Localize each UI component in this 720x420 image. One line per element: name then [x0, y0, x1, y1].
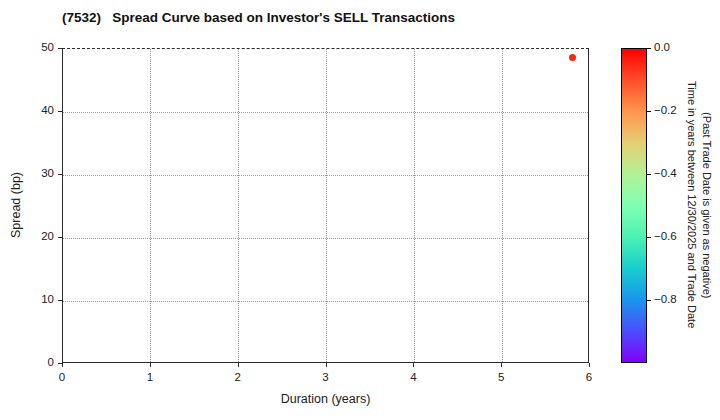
colorbar-tick-label: −0.8: [654, 293, 690, 305]
colorbar-label-line-2: (Past Trade Date is given as negative): [699, 40, 714, 370]
grid-line-vertical: [326, 49, 327, 362]
x-axis-label: Duration (years): [62, 392, 589, 406]
y-axis-tick-mark: [58, 363, 62, 364]
colorbar-label: Time in years between 12/30/2025 and Tra…: [684, 40, 718, 370]
data-point: [569, 54, 576, 61]
y-tick-label: 10: [20, 293, 54, 305]
x-axis-tick-mark: [150, 363, 151, 367]
colorbar-tick-mark: [647, 174, 651, 175]
y-tick-label: 20: [20, 230, 54, 242]
x-axis-tick-mark: [62, 363, 63, 367]
x-tick-label: 3: [314, 371, 338, 383]
colorbar-tick-label: −0.4: [654, 167, 690, 179]
y-axis-tick-mark: [58, 48, 62, 49]
y-tick-label: 30: [20, 167, 54, 179]
x-axis-tick-mark: [326, 363, 327, 367]
x-tick-label: 1: [138, 371, 162, 383]
chart-title: (7532) Spread Curve based on Investor's …: [62, 10, 622, 25]
colorbar: [621, 48, 647, 363]
colorbar-tick-label: −0.2: [654, 104, 690, 116]
grid-line-horizontal: [63, 301, 588, 302]
y-tick-label: 40: [20, 104, 54, 116]
figure: (7532) Spread Curve based on Investor's …: [0, 0, 720, 420]
colorbar-tick-mark: [647, 237, 651, 238]
colorbar-label-line-1: Time in years between 12/30/2025 and Tra…: [684, 40, 699, 370]
grid-line-vertical: [238, 49, 239, 362]
y-tick-label: 0: [20, 356, 54, 368]
colorbar-tick-label: 0.0: [654, 41, 690, 53]
grid-line-vertical: [414, 49, 415, 362]
grid-line-vertical: [502, 49, 503, 362]
x-axis-tick-mark: [413, 363, 414, 367]
x-tick-label: 0: [50, 371, 74, 383]
x-tick-label: 6: [577, 371, 601, 383]
x-axis-tick-mark: [501, 363, 502, 367]
grid-line-horizontal: [63, 238, 588, 239]
y-axis-tick-mark: [58, 300, 62, 301]
grid-line-horizontal: [63, 112, 588, 113]
x-axis-tick-mark: [589, 363, 590, 367]
x-tick-label: 5: [489, 371, 513, 383]
y-tick-label: 50: [20, 41, 54, 53]
grid-line-vertical: [150, 49, 151, 362]
y-axis-tick-mark: [58, 237, 62, 238]
colorbar-tick-mark: [647, 111, 651, 112]
x-tick-label: 2: [226, 371, 250, 383]
y-axis-label: Spread (bp): [9, 172, 23, 238]
grid-line-horizontal: [63, 175, 588, 176]
plot-area: [62, 48, 589, 363]
x-axis-tick-mark: [238, 363, 239, 367]
y-axis-tick-mark: [58, 111, 62, 112]
colorbar-tick-label: −0.6: [654, 230, 690, 242]
y-axis-tick-mark: [58, 174, 62, 175]
colorbar-tick-mark: [647, 300, 651, 301]
colorbar-tick-mark: [647, 48, 651, 49]
x-tick-label: 4: [401, 371, 425, 383]
